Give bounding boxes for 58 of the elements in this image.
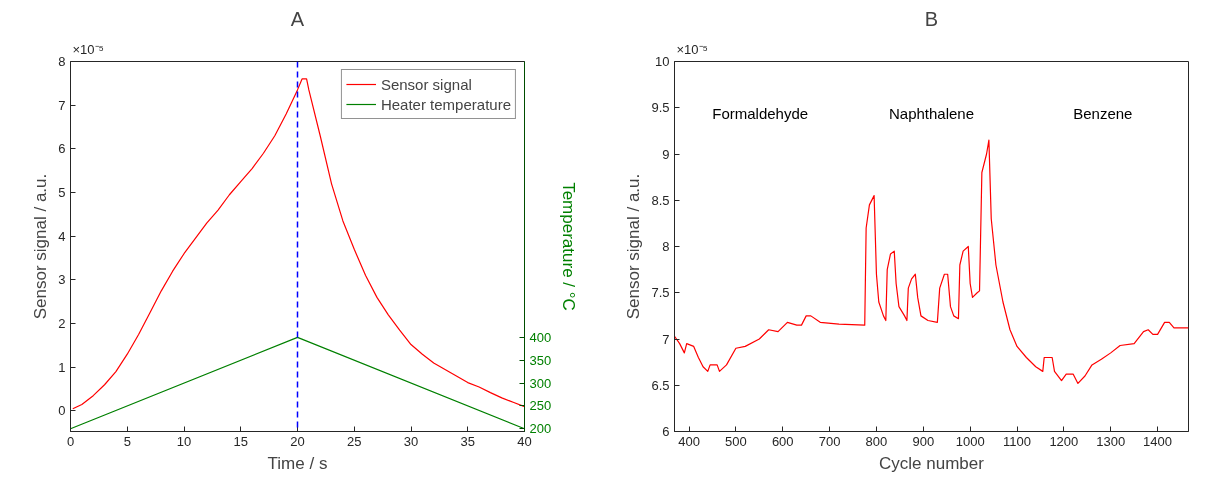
- y-axis-title: Sensor signal / a.u.: [624, 173, 644, 320]
- x-tick-label: 500: [725, 433, 747, 449]
- y-tick-label: 8.5: [651, 192, 670, 208]
- x-axis-title: Time / s: [267, 453, 328, 473]
- x-tick-label: 5: [123, 433, 131, 449]
- x-tick-label: 20: [290, 433, 305, 449]
- x-tick-label: 1300: [1096, 433, 1126, 449]
- x-tick-label: 600: [771, 433, 794, 449]
- chart-title: B: [924, 7, 939, 30]
- annotation: Formaldehyde: [712, 104, 809, 122]
- y-tick-label: 9: [662, 146, 670, 162]
- annotation: Benzene: [1073, 104, 1133, 122]
- y-tick-label: 0: [58, 403, 66, 419]
- y-tick-label: 9.5: [651, 100, 670, 116]
- x-tick-label: 800: [865, 433, 888, 449]
- text: ×10⁻⁵: [676, 41, 708, 57]
- x-tick-label: 1200: [1049, 433, 1079, 449]
- y-tick-label: 2: [58, 316, 66, 332]
- y-tick-label: 1: [58, 359, 66, 375]
- y-tick-label: 6: [58, 141, 66, 157]
- y2-tick-label: 300: [529, 375, 552, 391]
- y-tick-label: 7: [58, 97, 66, 113]
- y-tick-label: 8: [58, 54, 66, 69]
- y-tick-label: 4: [58, 228, 66, 244]
- y-tick-label: 7.5: [651, 285, 670, 301]
- legend-label: Heater temperature: [380, 95, 511, 113]
- x-tick-label: 1400: [1143, 433, 1173, 449]
- line-series: [674, 139, 1189, 384]
- x-tick-label: 35: [460, 433, 475, 449]
- y-axis-title: Sensor signal / a.u.: [31, 173, 51, 320]
- y2-tick-label: 400: [529, 329, 552, 345]
- y-tick-label: 6: [662, 424, 670, 439]
- y-tick-label: 3: [58, 272, 66, 288]
- line-series: [72, 78, 525, 410]
- x-tick-label: 10: [176, 433, 192, 449]
- x-tick-label: 700: [818, 433, 841, 449]
- y2-axis-title: Temperature / °C: [559, 182, 579, 311]
- chart-title: A: [290, 7, 305, 30]
- x-tick-label: 25: [347, 433, 362, 449]
- y-tick-label: 5: [58, 185, 66, 201]
- annotation: Naphthalene: [888, 104, 975, 122]
- x-tick-label: 900: [912, 433, 935, 449]
- x-tick-label: 400: [678, 433, 700, 449]
- y-tick-label: 10: [655, 54, 670, 69]
- y-tick-label: 7: [662, 331, 670, 347]
- x-tick-label: 1000: [955, 433, 985, 449]
- x-tick-label: 40: [517, 433, 532, 449]
- x-tick-label: 30: [403, 433, 419, 449]
- x-axis-title: Cycle number: [879, 453, 985, 473]
- text: ×10⁻⁵: [72, 41, 104, 57]
- y2-tick-label: 350: [529, 352, 552, 368]
- x-tick-label: 1100: [1003, 433, 1031, 449]
- legend-label: Sensor signal: [380, 75, 472, 93]
- x-tick-label: 15: [233, 433, 248, 449]
- y2-tick-label: 200: [529, 421, 552, 437]
- y2-tick-label: 250: [529, 398, 552, 414]
- y-tick-label: 8: [662, 239, 670, 254]
- y-tick-label: 6.5: [651, 377, 670, 393]
